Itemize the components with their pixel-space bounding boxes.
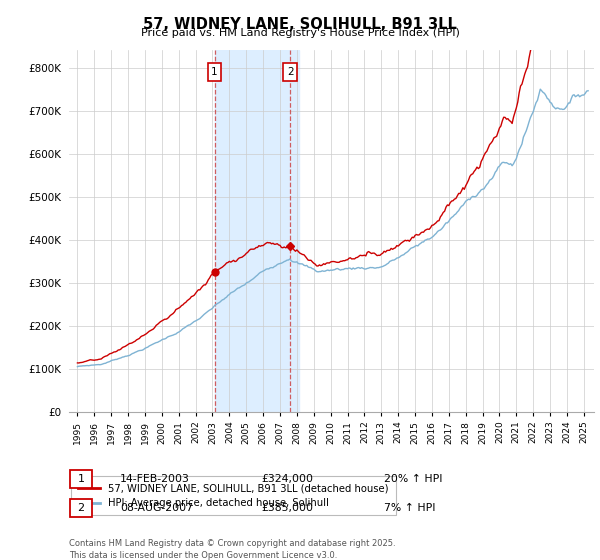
Text: 1: 1 <box>77 474 85 484</box>
Text: £324,000: £324,000 <box>261 474 313 484</box>
Text: £385,000: £385,000 <box>261 503 313 513</box>
Text: 08-AUG-2007: 08-AUG-2007 <box>120 503 193 513</box>
Bar <box>70 470 92 488</box>
Text: 7% ↑ HPI: 7% ↑ HPI <box>384 503 436 513</box>
Text: Price paid vs. HM Land Registry's House Price Index (HPI): Price paid vs. HM Land Registry's House … <box>140 28 460 38</box>
Bar <box>215 50 299 412</box>
Text: 2: 2 <box>287 67 293 77</box>
Text: Contains HM Land Registry data © Crown copyright and database right 2025.
This d: Contains HM Land Registry data © Crown c… <box>69 539 395 559</box>
Legend: 57, WIDNEY LANE, SOLIHULL, B91 3LL (detached house), HPI: Average price, detache: 57, WIDNEY LANE, SOLIHULL, B91 3LL (deta… <box>71 476 396 515</box>
Text: 57, WIDNEY LANE, SOLIHULL, B91 3LL: 57, WIDNEY LANE, SOLIHULL, B91 3LL <box>143 17 457 32</box>
Text: 2: 2 <box>77 503 85 513</box>
Text: 20% ↑ HPI: 20% ↑ HPI <box>384 474 443 484</box>
Bar <box>70 499 92 517</box>
Text: 14-FEB-2003: 14-FEB-2003 <box>120 474 190 484</box>
Text: 1: 1 <box>211 67 218 77</box>
